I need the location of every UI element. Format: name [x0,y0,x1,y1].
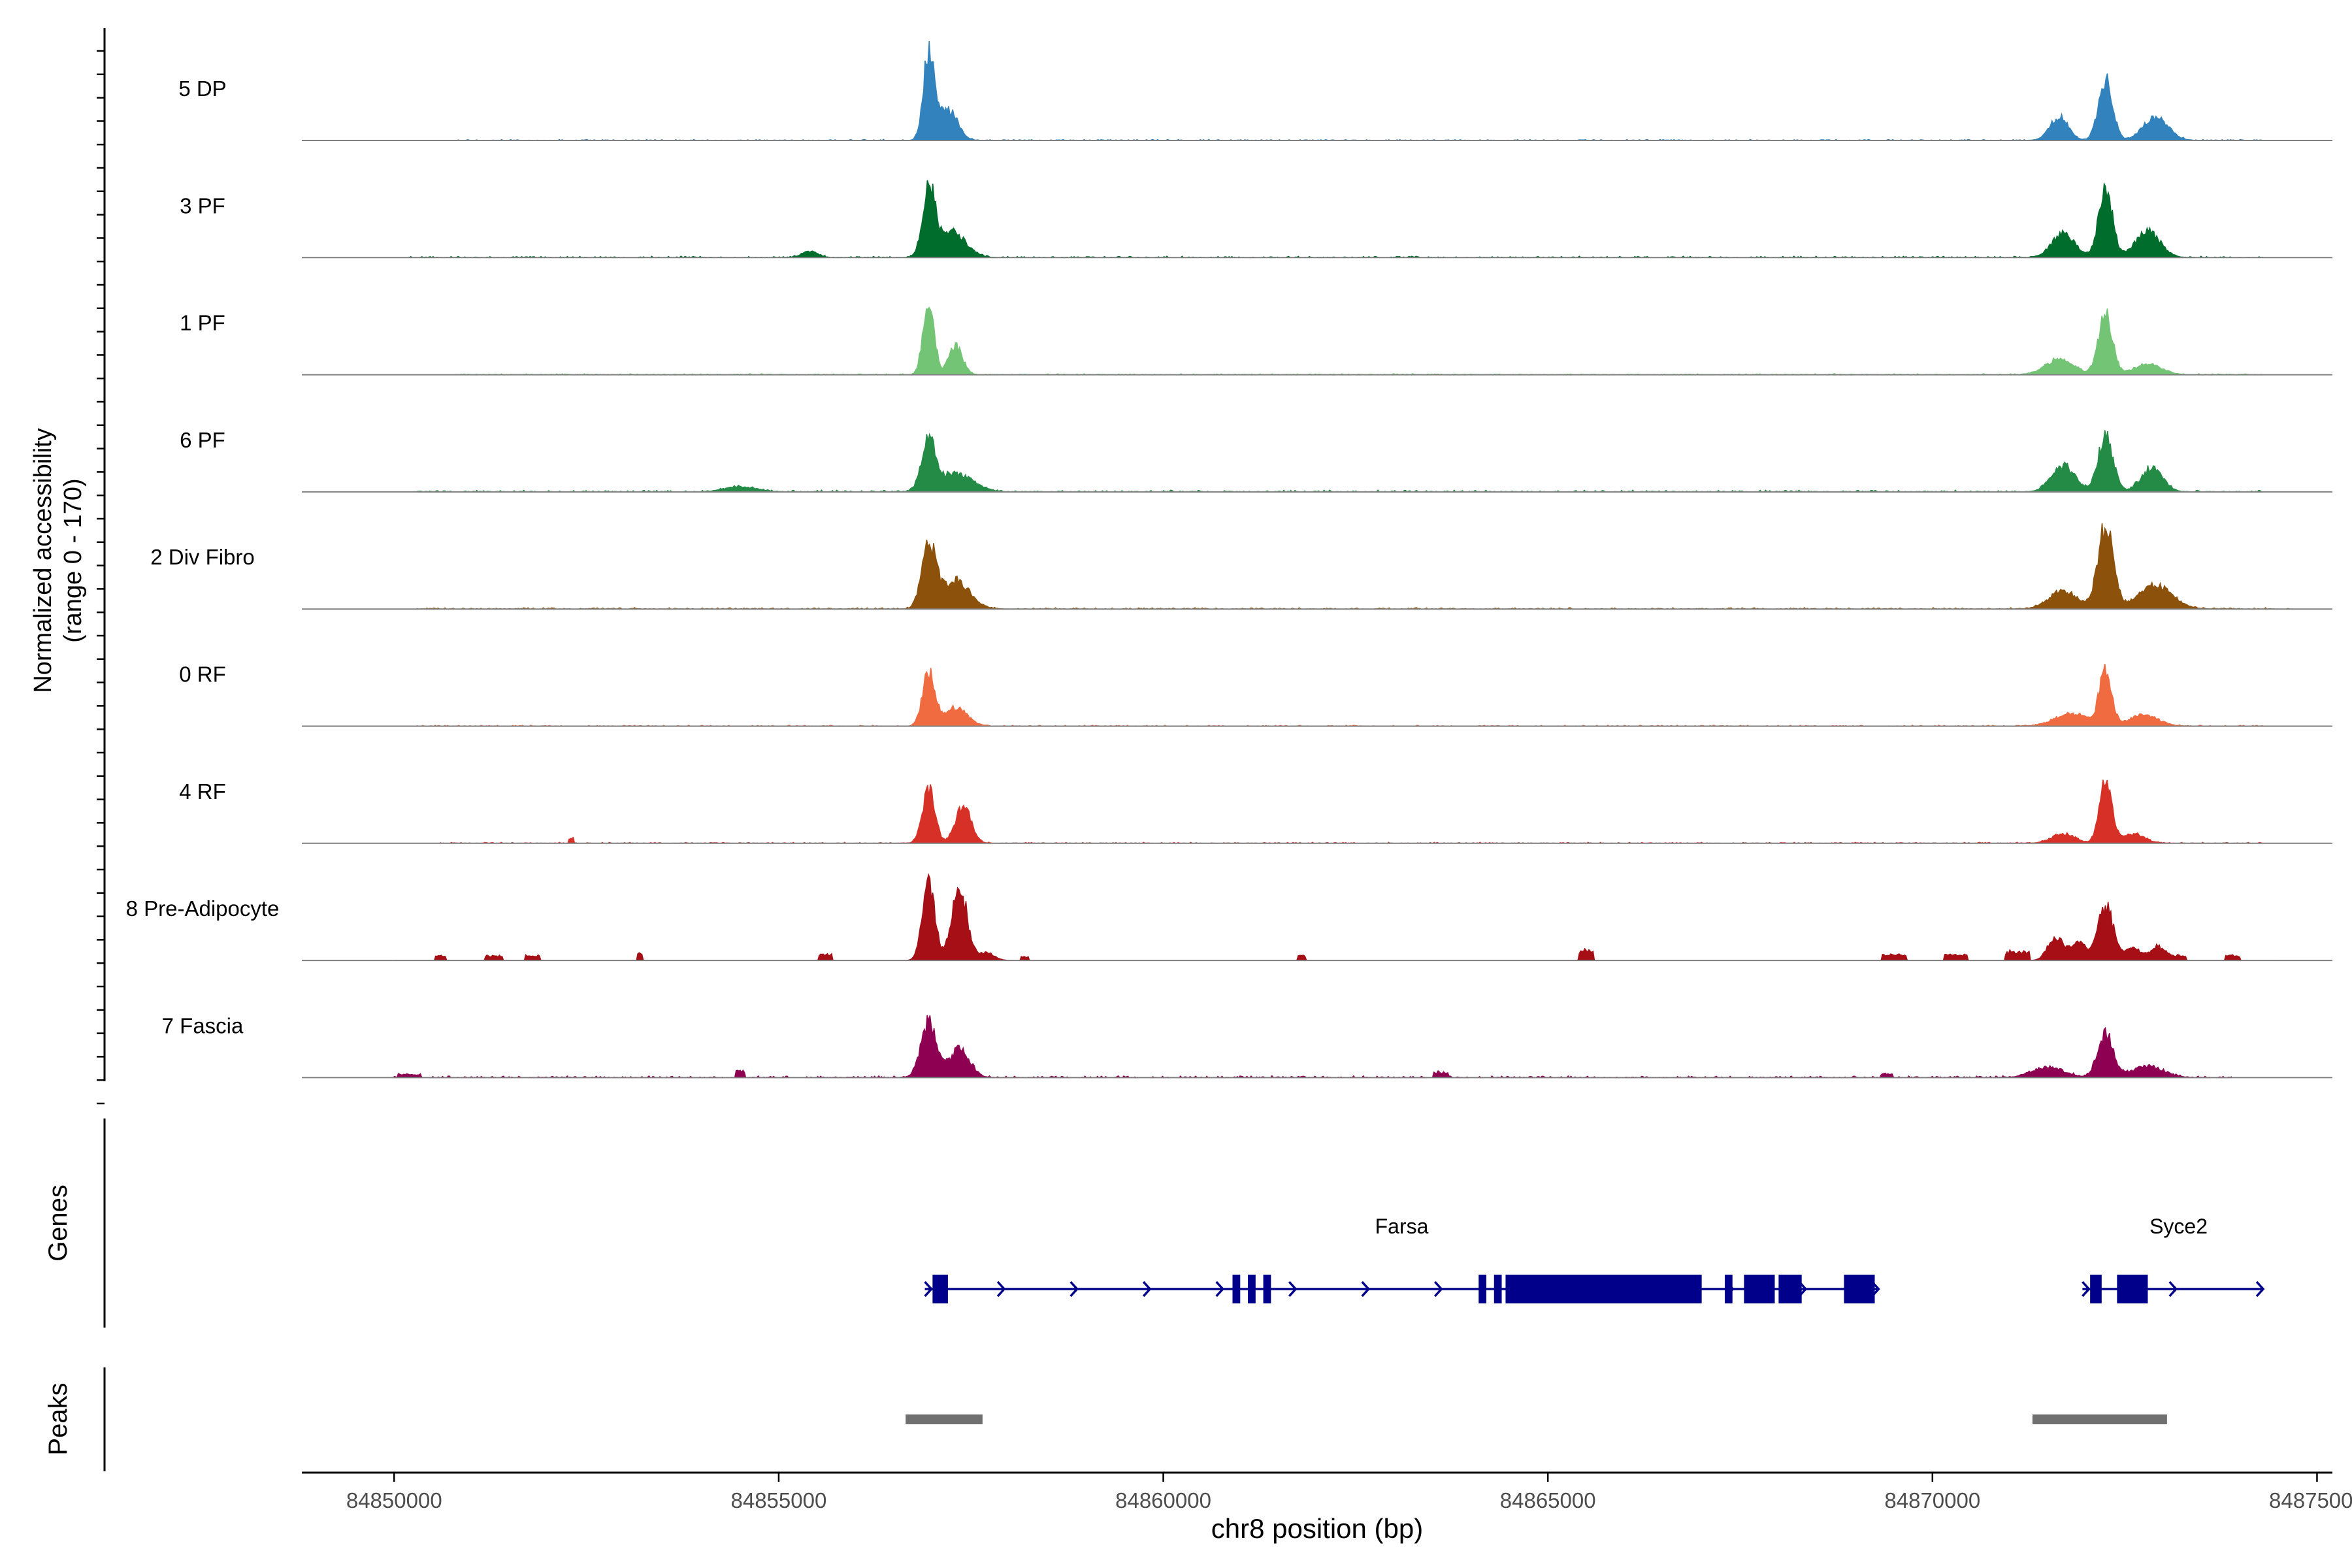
x-tick-label: 84870000 [1884,1488,1980,1512]
gene-name-label: Syce2 [2149,1215,2208,1238]
x-axis-label: chr8 position (bp) [1211,1513,1424,1544]
strand-arrow [1070,1281,1079,1298]
track-coverage-area [393,1015,2232,1079]
track-label: 0 RF [179,662,226,687]
y-axis-label-line2: (range 0 - 170) [59,478,87,642]
track-1: 3 PF [180,180,2332,259]
track-0: 5 DP [178,41,2332,141]
x-tick-label: 84855000 [730,1488,826,1512]
strand-arrow [2082,1281,2091,1298]
gene-annotation-panel: Farsa Syce2 [924,1215,2265,1303]
x-tick-label: 84850000 [346,1488,442,1512]
track-label: 2 Div Fibro [150,545,255,569]
track-coverage-area [416,523,2294,610]
x-tick-label: 84865000 [1500,1488,1596,1512]
peak-region [906,1414,983,1424]
peaks-panel-label: Peaks [44,1382,73,1455]
x-tick-label: 84860000 [1115,1488,1211,1512]
gene-syce2: Syce2 [2082,1215,2265,1303]
track-4: 2 Div Fibro [150,523,2332,610]
gene-exon [1263,1275,1271,1303]
y-axis-ticks [97,50,105,1105]
track-label: 5 DP [178,76,226,101]
track-3: 6 PF [180,428,2332,493]
gene-exon [1232,1275,1241,1303]
track-label: 7 Fascia [162,1013,244,1037]
strand-arrow [996,1281,1006,1298]
gene-farsa: Farsa [924,1215,1880,1303]
strand-arrow [1433,1281,1443,1298]
gene-exon [932,1275,948,1303]
track-coverage-area [440,779,2263,844]
track-label: 1 PF [180,311,225,335]
peak-region [2032,1414,2167,1424]
strand-arrow [1361,1281,1371,1298]
gene-exon [1844,1275,1875,1303]
track-7: 8 Pre-Adipocyte [126,873,2332,962]
track-label: 6 PF [180,428,225,452]
track-coverage-area [416,430,2263,493]
gene-exon [1248,1275,1256,1303]
gene-exon [1505,1275,1702,1303]
track-coverage-area [409,180,2262,259]
track-coverage-area [394,873,2279,961]
gene-exon [1478,1275,1486,1303]
track-coverage-area [455,41,2263,141]
strand-arrow [2255,1281,2265,1298]
gene-exon [1744,1275,1775,1303]
track-6: 4 RF [179,779,2332,844]
gene-exon [1494,1275,1502,1303]
strand-arrow [924,1281,933,1298]
y-axis-label-line1: Normalized accessibility [29,428,57,693]
accessibility-tracks: 5 DP 3 PF 1 PF 6 PF 2 Div Fibro 0 RF 4 RF 8 Pre… [126,41,2332,1079]
x-axis-ticks: 84850000 84855000 84860000 84865000 84870000… [346,1473,2352,1512]
track-coverage-area [455,306,2263,376]
track-8: 7 Fascia [162,1013,2332,1079]
gene-exon [2117,1275,2148,1303]
track-2: 1 PF [180,306,2332,376]
track-coverage-area [416,664,2264,727]
peaks-panel [906,1414,2167,1424]
strand-arrow [1142,1281,1152,1298]
track-5: 0 RF [179,662,2332,727]
strand-arrow [1288,1281,1298,1298]
track-label: 3 PF [180,193,225,218]
track-label: 8 Pre-Adipocyte [126,896,280,921]
gene-exon [2090,1275,2102,1303]
strand-arrow [2168,1281,2178,1298]
gene-name-label: Farsa [1375,1215,1429,1238]
track-label: 4 RF [179,779,226,804]
gene-exon [1724,1275,1733,1303]
strand-arrow [1215,1281,1225,1298]
gene-exon [1778,1275,1802,1303]
genes-panel-label: Genes [44,1184,73,1262]
x-tick-label: 84875000 [2269,1488,2352,1512]
